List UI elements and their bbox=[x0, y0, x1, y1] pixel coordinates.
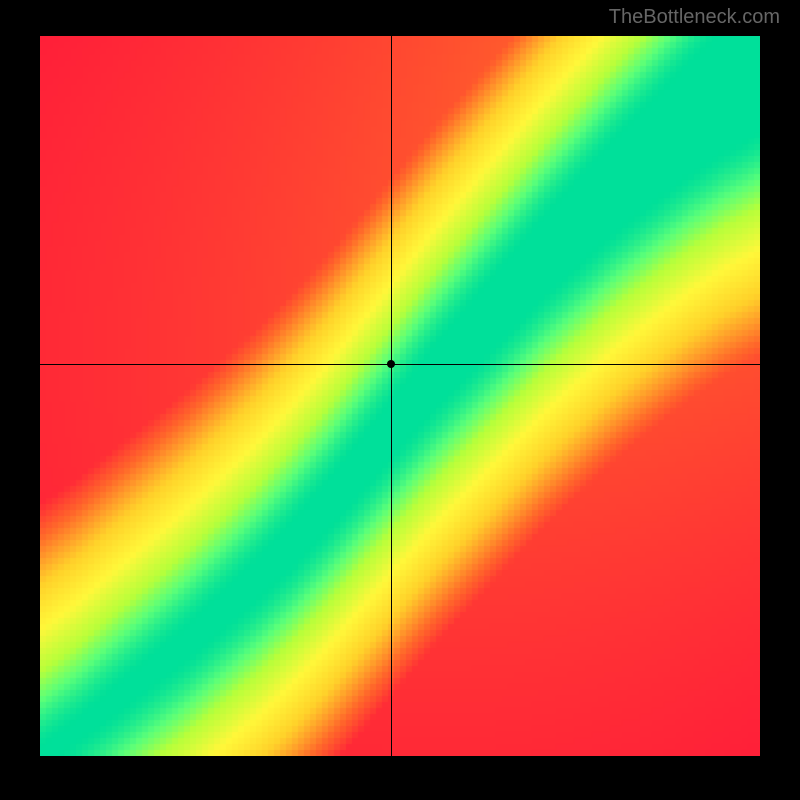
crosshair-horizontal bbox=[40, 364, 760, 365]
crosshair-vertical bbox=[391, 36, 392, 756]
heatmap-plot bbox=[40, 36, 760, 756]
watermark-text: TheBottleneck.com bbox=[609, 6, 780, 29]
heatmap-canvas bbox=[40, 36, 760, 756]
crosshair-marker bbox=[387, 360, 395, 368]
